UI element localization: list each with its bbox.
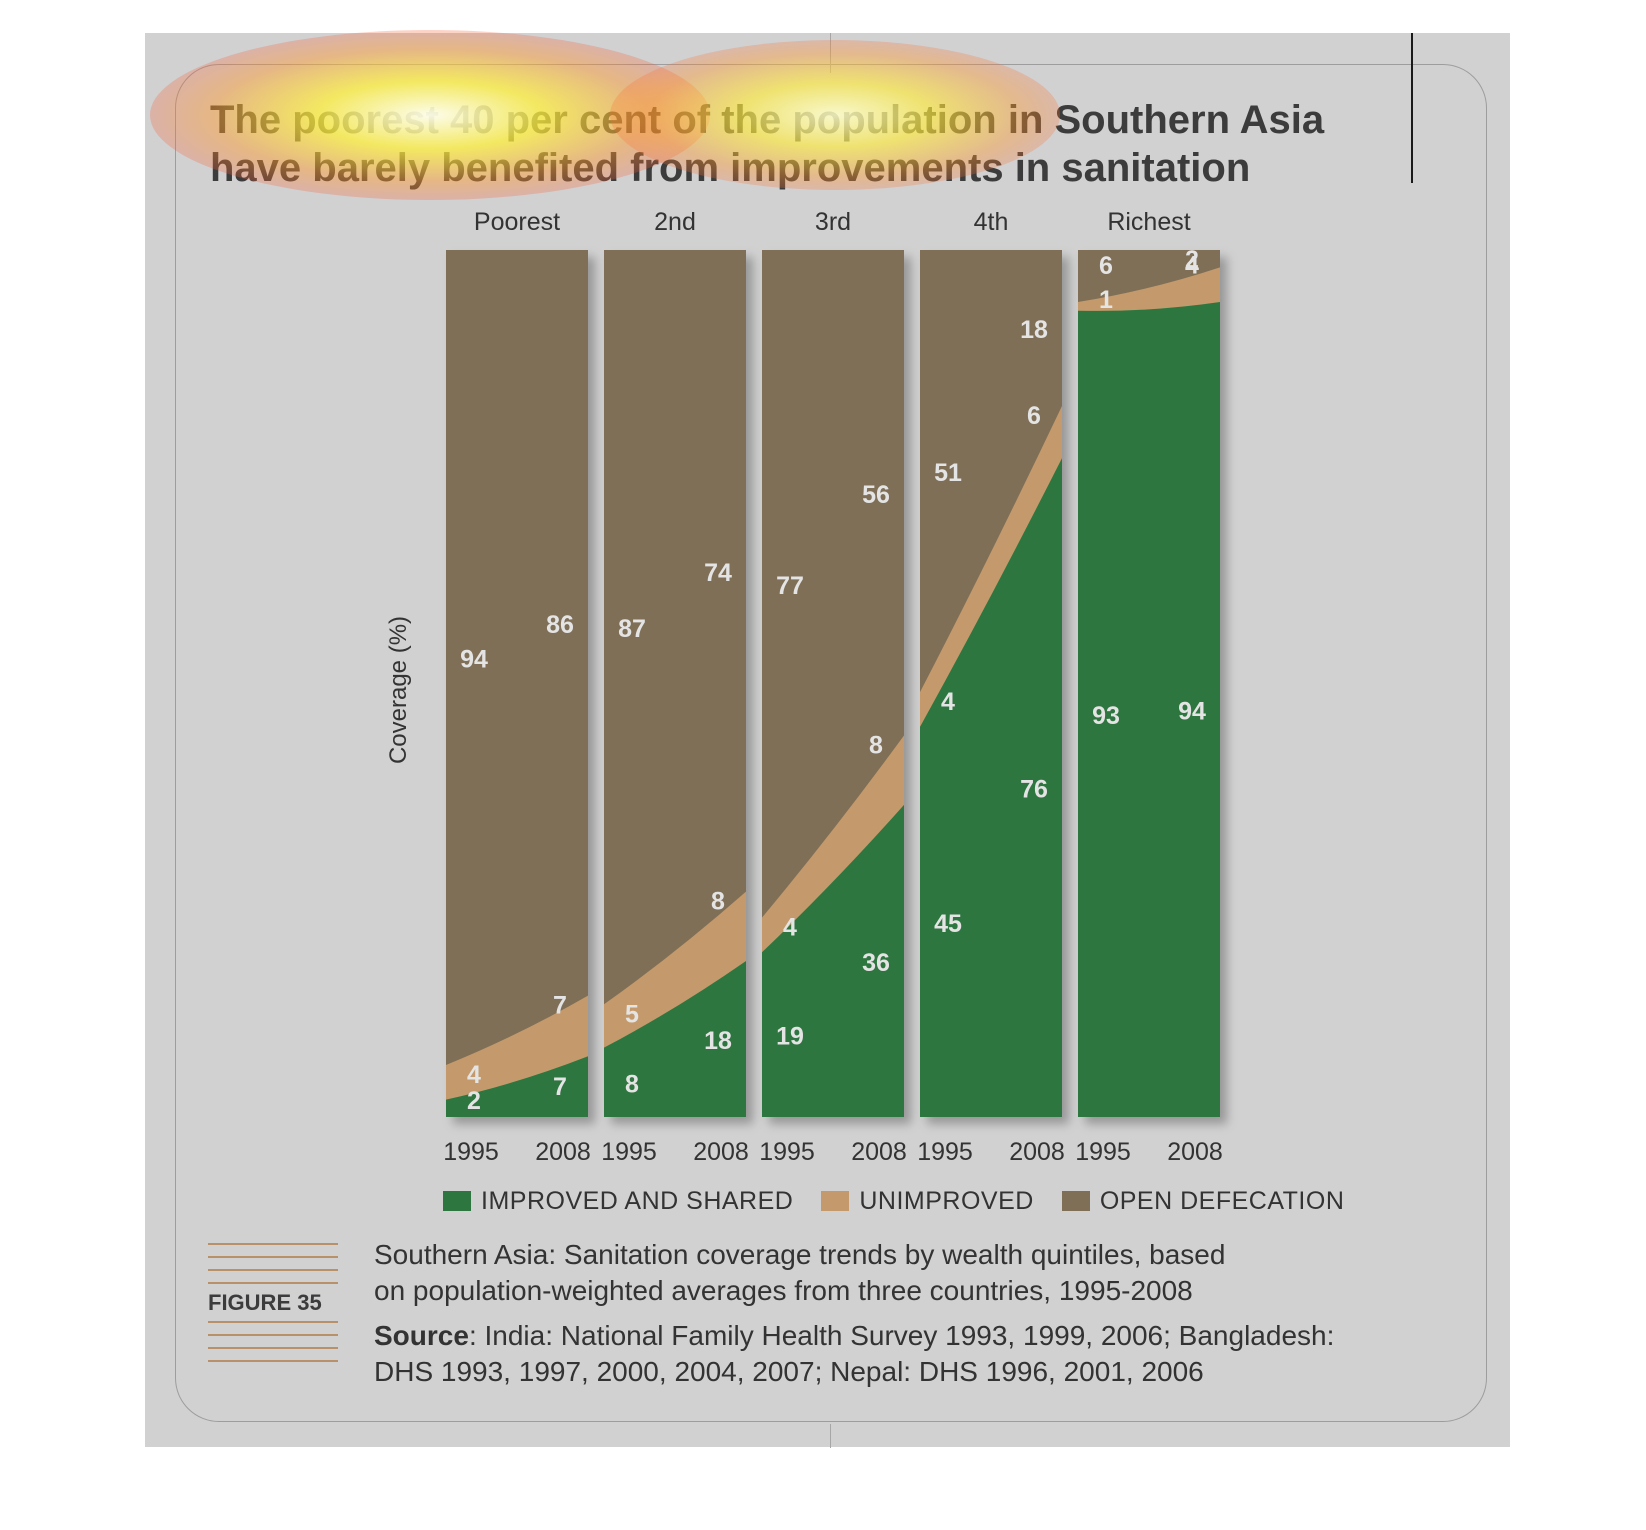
badge-rule: [208, 1282, 338, 1284]
data-label-unimproved: 4: [783, 914, 797, 942]
group-label: Poorest: [474, 208, 560, 236]
badge-rule: [208, 1269, 338, 1271]
area-improved: [762, 804, 904, 1117]
badge-rule: [208, 1334, 338, 1336]
legend-swatch-open-defecation: [1061, 1191, 1090, 1211]
group-label: 4th: [974, 208, 1009, 236]
data-label-improved: 7: [553, 1073, 567, 1101]
badge-rule: [208, 1243, 338, 1245]
data-label-unimproved: 4: [941, 688, 955, 716]
figure-badge: FIGURE 35: [208, 1243, 338, 1362]
x-tick-label: 2008: [1167, 1138, 1223, 1166]
source-label: Source: [374, 1320, 469, 1351]
x-tick-label: 1995: [601, 1138, 657, 1166]
data-label-open-defecation: 2: [1185, 246, 1199, 274]
legend-swatch-unimproved: [821, 1191, 850, 1211]
data-label-unimproved: 4: [1185, 251, 1199, 279]
x-tick-label: 2008: [535, 1138, 591, 1166]
data-label-open-defecation: 94: [460, 645, 488, 673]
data-label-open-defecation: 51: [934, 459, 962, 487]
legend-item-open-defecation: OPEN DEFECATION: [1061, 1186, 1345, 1216]
x-tick-label: 1995: [443, 1138, 499, 1166]
legend-label-unimproved: UNIMPROVED: [859, 1186, 1034, 1215]
caption-line-2: on population-weighted averages from thr…: [374, 1275, 1193, 1306]
data-label-improved: 76: [1020, 776, 1048, 804]
caption-line-1: Southern Asia: Sanitation coverage trend…: [374, 1239, 1226, 1270]
data-label-open-defecation: 74: [704, 559, 732, 587]
x-tick-label: 2008: [851, 1138, 907, 1166]
legend-item-unimproved: UNIMPROVED: [821, 1187, 1033, 1216]
data-label-improved: 19: [776, 1023, 804, 1051]
quintile-panel-2: [604, 250, 746, 1117]
x-tick-label: 2008: [693, 1138, 749, 1166]
chart-legend: IMPROVED AND SHARED UNIMPROVED OPEN DEFE…: [443, 1186, 1372, 1216]
data-label-improved: 2: [467, 1087, 481, 1115]
data-label-open-defecation: 87: [618, 615, 646, 643]
legend-swatch-improved: [443, 1191, 471, 1211]
figure-caption: Southern Asia: Sanitation coverage trend…: [374, 1237, 1474, 1309]
chart-container: Poorest 1995 2008 2 7 4 7 94 86 2nd 1995 2008 8 18 5 8 8…: [385, 208, 1223, 1166]
area-open-defecation: [446, 250, 588, 1117]
fold-line-bottom: [830, 1424, 831, 1448]
data-label-open-defecation: 56: [862, 481, 890, 509]
x-tick-label: 1995: [1075, 1138, 1131, 1166]
quintile-panel-4: [920, 250, 1062, 1118]
figure-source: Source: India: National Family Health Su…: [374, 1318, 1484, 1390]
badge-rule: [208, 1256, 338, 1258]
legend-label-open-defecation: OPEN DEFECATION: [1099, 1186, 1345, 1215]
data-label-improved: 94: [1178, 698, 1206, 726]
data-label-unimproved: 7: [553, 992, 567, 1020]
data-label-open-defecation: 18: [1020, 316, 1048, 344]
area-improved: [604, 960, 746, 1117]
y-axis-label: Coverage (%): [385, 616, 412, 764]
badge-rule: [208, 1347, 338, 1349]
area-improved: [920, 458, 1062, 1118]
data-label-unimproved: 1: [1099, 286, 1113, 314]
quintile-panel-5: [1078, 250, 1220, 1118]
group-label: Richest: [1107, 208, 1190, 236]
data-label-unimproved: 5: [625, 1000, 639, 1028]
source-line-2: DHS 1993, 1997, 2000, 2004, 2007; Nepal:…: [374, 1356, 1204, 1387]
group-label: 3rd: [815, 208, 851, 236]
data-label-open-defecation: 86: [546, 611, 574, 639]
quintile-panel-1: [446, 250, 588, 1117]
data-label-unimproved: 8: [711, 888, 725, 916]
badge-rule: [208, 1360, 338, 1362]
data-label-unimproved: 4: [467, 1061, 481, 1089]
crop-mark: [1411, 33, 1413, 183]
data-label-improved: 45: [934, 910, 962, 938]
group-label: 2nd: [654, 208, 696, 236]
x-tick-label: 1995: [759, 1138, 815, 1166]
badge-rule: [208, 1321, 338, 1323]
area-improved: [1078, 302, 1220, 1117]
data-label-unimproved: 8: [869, 732, 883, 760]
x-tick-label: 1995: [917, 1138, 973, 1166]
legend-item-improved: IMPROVED AND SHARED: [443, 1187, 793, 1216]
data-label-open-defecation: 77: [776, 572, 804, 600]
quintile-panel-3: [762, 250, 904, 1117]
source-line-1-text: : India: National Family Health Survey 1…: [468, 1320, 1335, 1351]
area-improved: [446, 1056, 588, 1117]
x-tick-label: 2008: [1009, 1138, 1065, 1166]
data-label-unimproved: 6: [1027, 402, 1041, 430]
data-label-improved: 93: [1092, 702, 1120, 730]
legend-label-improved: IMPROVED AND SHARED: [481, 1186, 794, 1215]
data-label-open-defecation: 6: [1099, 252, 1113, 280]
data-label-improved: 8: [625, 1070, 639, 1098]
source-line-1: Source: India: National Family Health Su…: [374, 1320, 1334, 1351]
figure-label: FIGURE 35: [208, 1290, 338, 1316]
data-label-improved: 36: [862, 949, 890, 977]
data-label-improved: 18: [704, 1027, 732, 1055]
